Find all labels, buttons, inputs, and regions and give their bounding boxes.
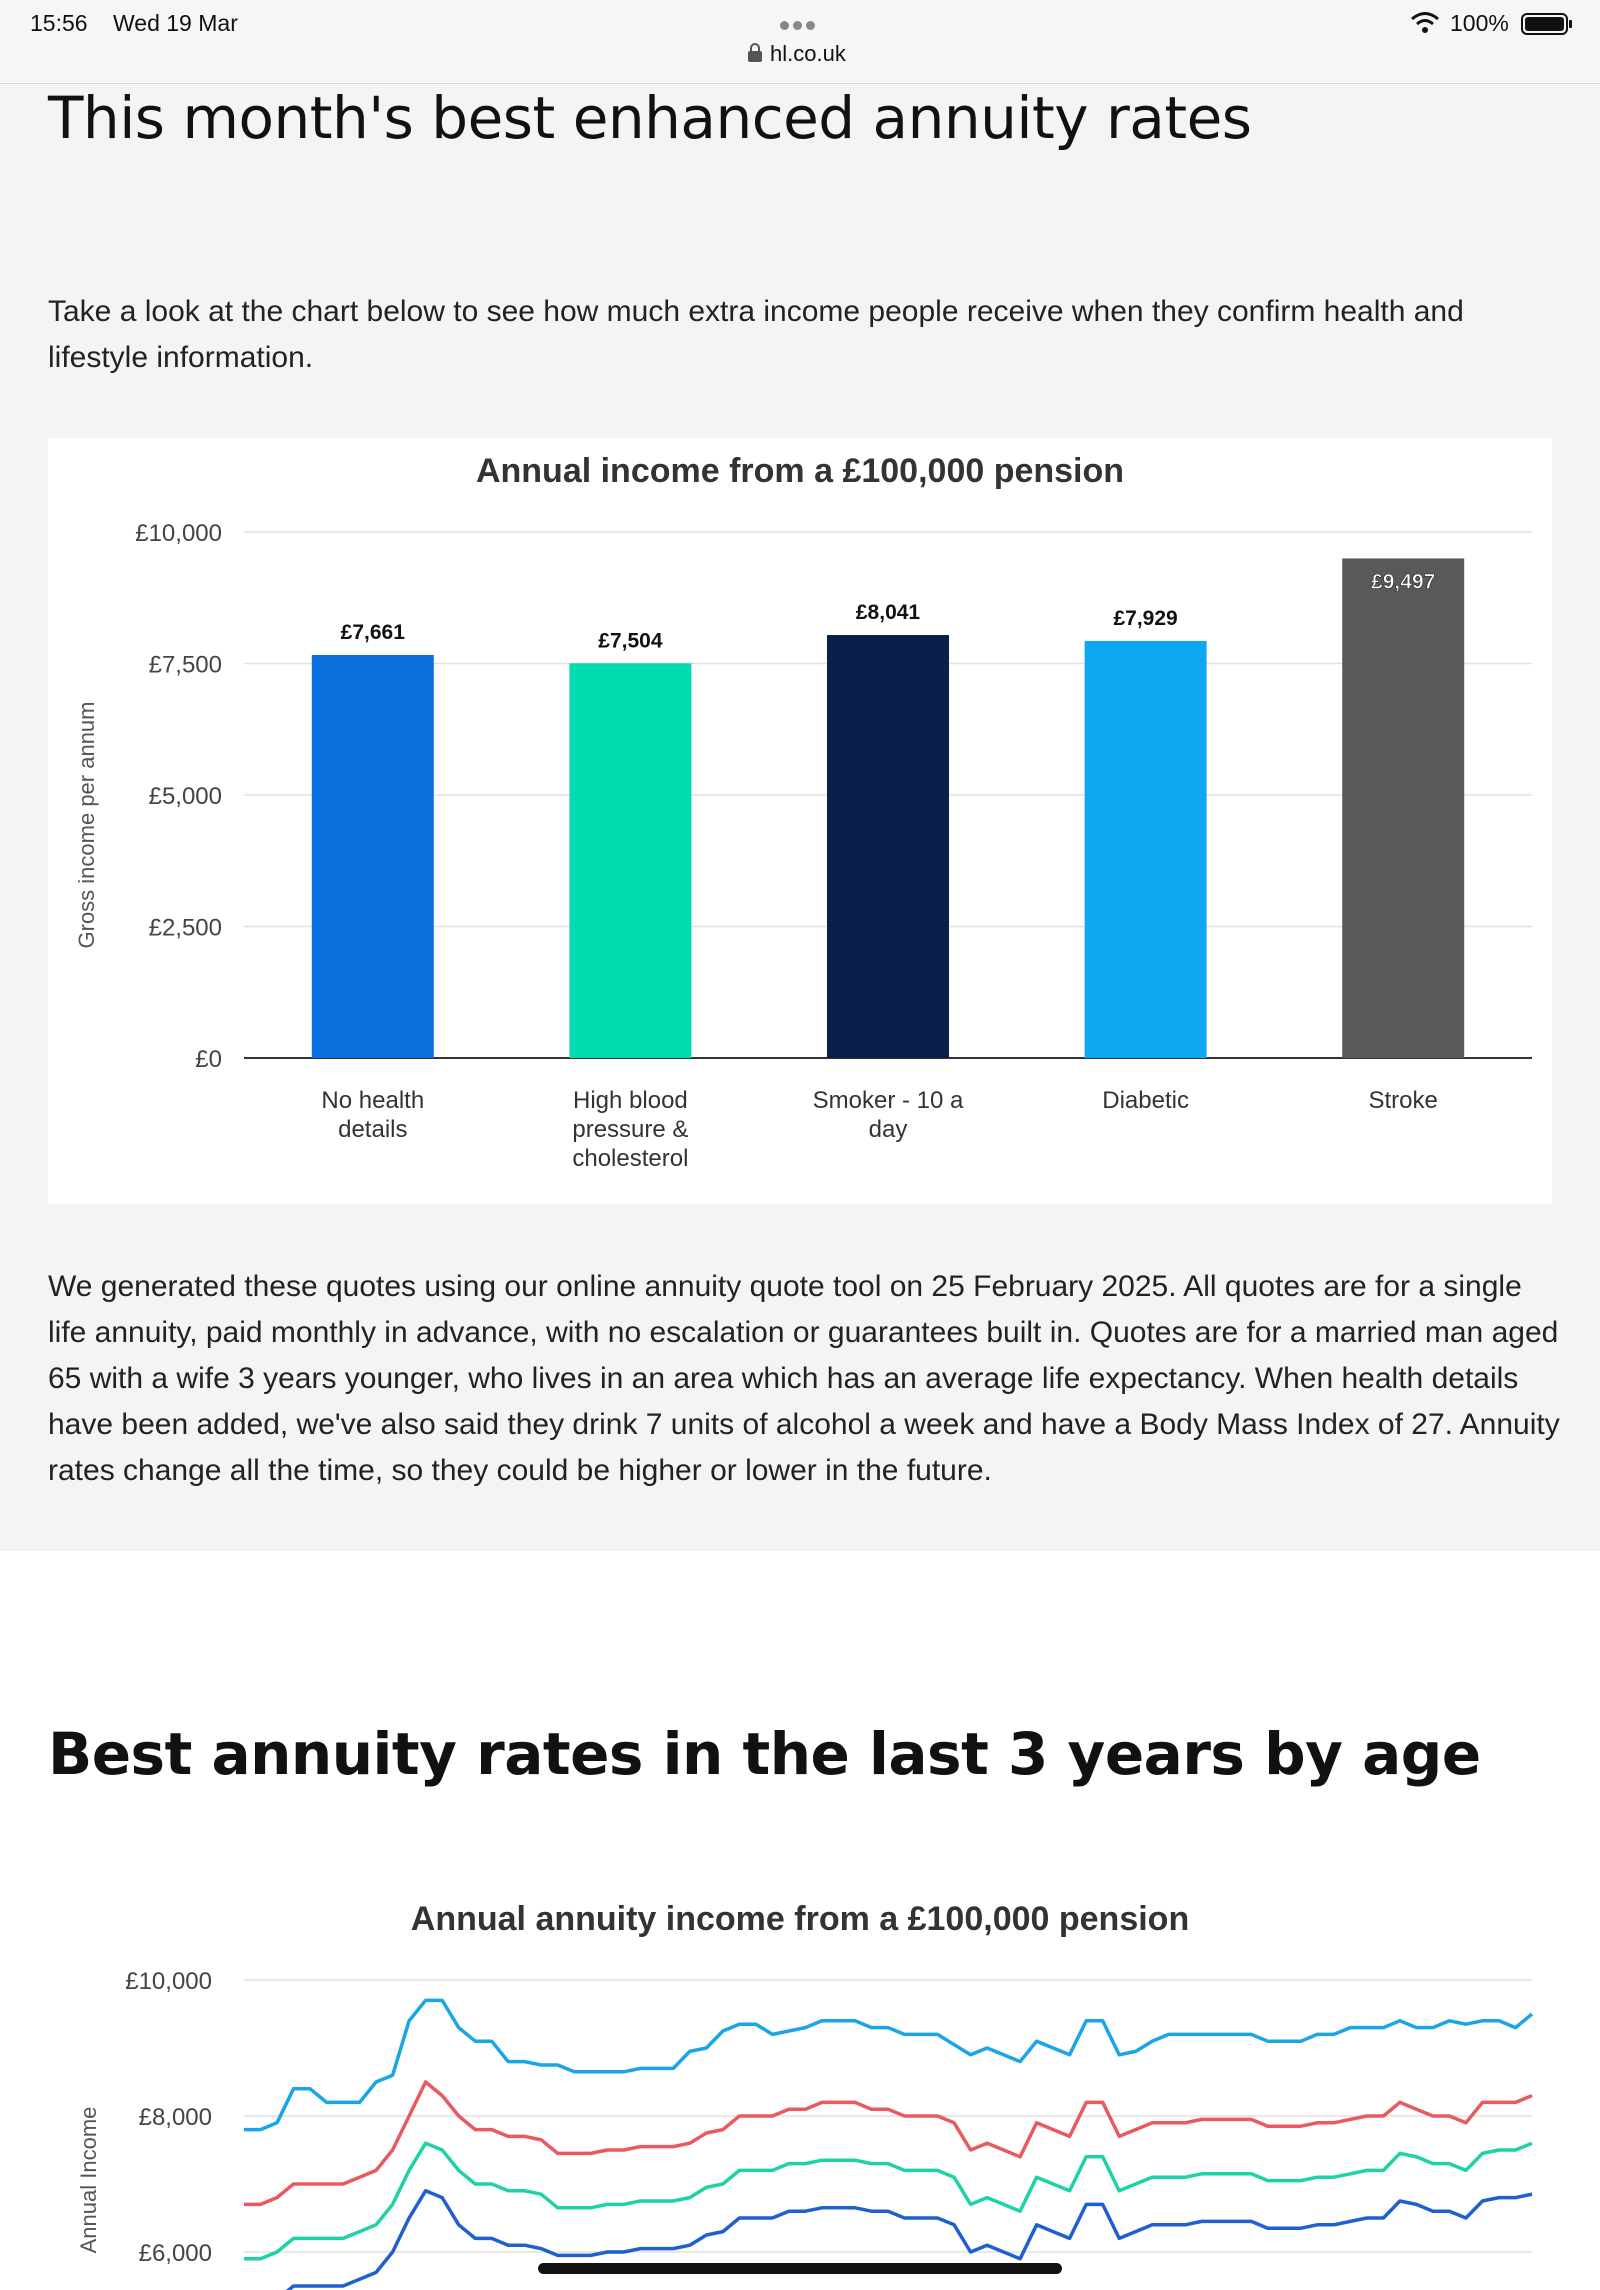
x-tick-label: pressure & [572,1116,688,1143]
series-line [244,2080,1533,2207]
y-tick-label: £10,000 [135,520,222,547]
battery-icon [1521,13,1572,35]
x-tick-label: Smoker - 10 a [813,1087,964,1114]
data-label: £7,661 [341,621,406,644]
y-tick-label: £10,000 [125,1968,212,1995]
y-tick-label: £7,500 [149,652,222,679]
line-chart: £6,000 £8,000 £10,000 Annual Income [76,1968,1534,2290]
x-tick-label: Diabetic [1102,1087,1189,1114]
url-bar[interactable]: hl.co.uk [770,41,846,66]
line-chart-title: Annual annuity income from a £100,000 pe… [410,1900,1190,1938]
bar [827,635,949,1058]
bar [1342,558,1465,1058]
bar [1084,640,1207,1058]
series-line [244,2141,1533,2261]
y-tick-label: £2,500 [149,915,222,942]
status-time: 15:56 [30,10,88,36]
battery-percentage: 100% [1450,10,1509,36]
x-tick-label: Stroke [1369,1087,1438,1114]
series-line [244,1998,1534,2132]
data-label: £8,041 [856,601,921,624]
data-label: £7,504 [598,629,663,652]
browser-status-bar: 15:56 Wed 19 Mar hl.co.uk 100% [0,0,1600,84]
bar-chart: £0 £2,500 £5,000 £7,500 £10,000 Gross income … [74,520,1532,1172]
data-label: £9,497 [1371,570,1435,593]
y-tick-label: £6,000 [139,2240,212,2267]
data-label: £7,929 [1113,607,1177,630]
y-tick-label: £8,000 [139,2104,212,2131]
x-tick-label: No health [321,1087,424,1114]
y-tick-label: £5,000 [149,783,222,810]
y-axis-label: Annual Income [76,2107,101,2254]
intro-paragraph: Take a look at the chart below to see ho… [48,295,1464,374]
y-axis-label: Gross income per annum [74,702,99,949]
status-date: Wed 19 Mar [113,10,238,36]
x-tick-label: cholesterol [572,1145,688,1172]
bar-chart-title: Annual income from a £100,000 pension [475,452,1125,490]
wifi-icon [1411,12,1439,33]
y-tick-label: £0 [195,1046,222,1073]
x-tick-label: day [869,1116,908,1143]
bar [569,663,692,1058]
x-tick-label: High blood [573,1087,688,1114]
x-tick-label: details [338,1116,407,1143]
section-heading-2: Best annuity rates in the last 3 years b… [48,1720,1481,1788]
home-indicator[interactable] [538,2263,1062,2274]
lock-icon [748,43,762,62]
bar-chart-card: Annual income from a £100,000 pension £0… [48,438,1552,1204]
section-heading: This month's best enhanced annuity rates [48,84,1252,152]
methodology-note: We generated these quotes using our onli… [48,1270,1560,1487]
more-dots-icon[interactable] [780,17,822,30]
series-line [285,2189,1533,2290]
bar [311,655,434,1058]
enhanced-rates-section: This month's best enhanced annuity rates… [0,84,1600,1551]
